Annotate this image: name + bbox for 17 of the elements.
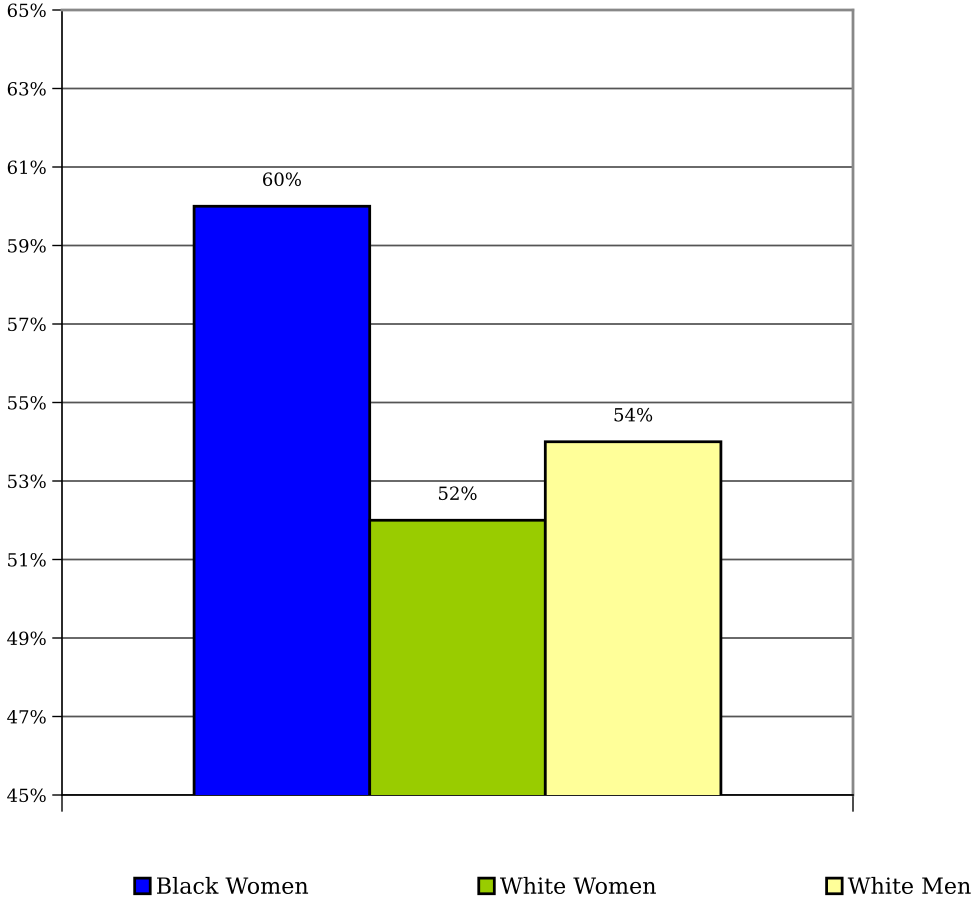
y-tick-label: 49% (7, 631, 46, 646)
legend-label: White Men (848, 876, 971, 894)
y-tick-label: 59% (8, 238, 46, 253)
data-label: 54% (614, 408, 652, 422)
legend-label: White Women (500, 876, 656, 894)
y-tick-label: 61% (8, 160, 46, 174)
y-tick-label: 55% (8, 396, 46, 410)
y-tick-label: 57% (8, 317, 46, 332)
data-label: 60% (263, 172, 301, 186)
y-tick-label: 65% (8, 3, 46, 18)
y-tick-label: 45% (7, 788, 46, 802)
y-tick-label: 53% (8, 474, 46, 488)
y-tick-label: 47% (7, 710, 46, 724)
data-label: 52% (438, 486, 477, 500)
legend-label: Black Women (157, 876, 308, 894)
y-tick-label: 63% (8, 82, 46, 96)
y-tick-label: 51% (8, 552, 46, 567)
